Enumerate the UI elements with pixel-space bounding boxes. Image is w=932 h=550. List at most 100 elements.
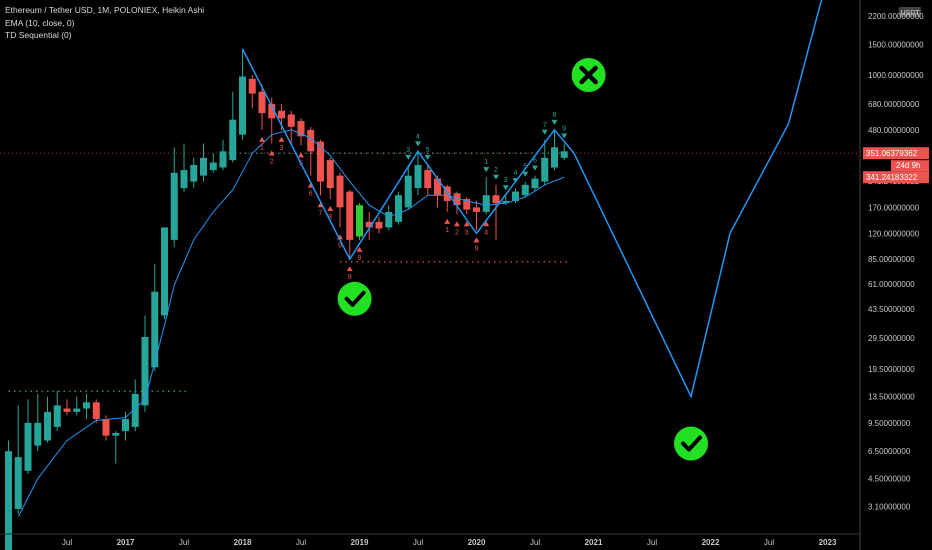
candle [83,393,90,419]
candle-body [346,191,354,240]
price-tick-label: 1000.00000000 [868,71,924,80]
check-mark-icon [337,281,372,316]
candle-body [83,402,90,409]
candle-body [131,393,139,427]
candle [190,157,198,189]
time-tick-label: 2022 [702,538,720,547]
candle-body [44,411,51,441]
ema-value-label: 341.24183322 [866,173,918,182]
candle-body [512,191,519,202]
cross-mark-icon [571,58,606,92]
td-up-arrow [522,171,529,177]
pattern-drawing [241,0,823,399]
countdown-label: 24d 9h [896,161,920,170]
candle-body [112,432,120,436]
td-up-arrow [561,133,568,139]
zigzag-pattern-line [241,48,575,261]
candle-body [317,141,324,182]
candle-body [326,160,334,189]
ema-indicator-label[interactable]: EMA (10, close, 0) [5,17,75,28]
cross-glyph [579,65,598,85]
td-down-count: 3 [465,229,469,236]
td-up-count: 8 [553,112,557,119]
td-down-arrow [463,221,470,227]
price-tick-label: 9.50000000 [868,419,911,428]
candle [170,147,178,247]
ema-line [17,129,565,518]
price-tick-label: 480.00000000 [868,126,920,135]
candle [492,184,500,240]
time-tick-label: 2020 [468,538,486,547]
candle-body [258,91,266,114]
candle-body [434,178,441,196]
candle-body [219,151,227,168]
candle [180,143,188,192]
time-tick-label: 2018 [234,538,252,547]
candle-body [122,419,129,432]
price-tick-label: 120.00000000 [868,229,920,238]
td-down-count: 8 [328,214,332,221]
candle-body [24,422,32,471]
td-down-arrow [454,221,460,227]
price-tick-label: 6.50000000 [868,447,911,456]
candle-body [492,195,500,204]
time-tick-label: Jul [413,538,423,547]
symbol-title[interactable]: Ethereum / Tether USD, 1M, POLONIEX, Hei… [5,5,205,15]
time-tick-label: 2021 [585,538,603,547]
candle-body [229,119,237,161]
td-up-arrow [415,141,421,147]
candle [317,139,324,196]
td-up-arrow [424,154,431,160]
td-level-lines [0,152,860,392]
candle [473,201,480,231]
td-down-arrow [327,206,334,212]
td-up-arrow [405,154,412,160]
candle-body [5,451,12,550]
candle-body [463,199,471,210]
candle-body [365,221,373,228]
candle [63,399,71,416]
candle-body [473,207,480,212]
candle [404,164,412,210]
time-tick-label: Jul [764,538,774,547]
chart-legend: Ethereum / Tether USD, 1M, POLONIEX, Hei… [5,4,204,42]
candle-body [14,457,22,509]
candle [141,315,149,412]
price-tick-label: 2200.00000000 [868,12,924,21]
price-tick-label: 4.50000000 [868,475,911,484]
candle-body [395,195,402,222]
td-down-arrow [298,152,304,158]
candle [239,48,246,140]
td-down-count: 1 [445,227,449,234]
annotation-circle [337,281,372,316]
td-down-count: 9 [475,245,479,252]
candle-body [385,211,393,228]
candle [219,139,227,171]
candle [200,143,207,182]
td-down-arrow [483,221,490,227]
candle [395,191,402,225]
td-down-count: 4 [484,229,488,236]
candle [336,172,344,228]
td-up-count: 3 [406,147,410,154]
candle-body [209,162,217,171]
candle-body [307,129,315,152]
td-up-count: 7 [543,122,547,129]
time-tick-label: 2019 [351,538,369,547]
candle-body [248,78,256,94]
candle [34,393,42,452]
unit-label: USDT [900,10,920,17]
time-axis: Jul 2017 Jul 2018 Jul 2019 Jul 2020 Jul 2021 Jul 20… [0,533,860,547]
candle [443,184,451,212]
candle-body [287,114,295,127]
candle [365,211,373,240]
candle-body [404,175,412,208]
td-indicator-label[interactable]: TD Sequential (0) [5,30,72,40]
td-up-count: 1 [484,159,488,166]
candle [560,143,568,161]
candles [5,48,568,550]
candle [356,203,363,240]
